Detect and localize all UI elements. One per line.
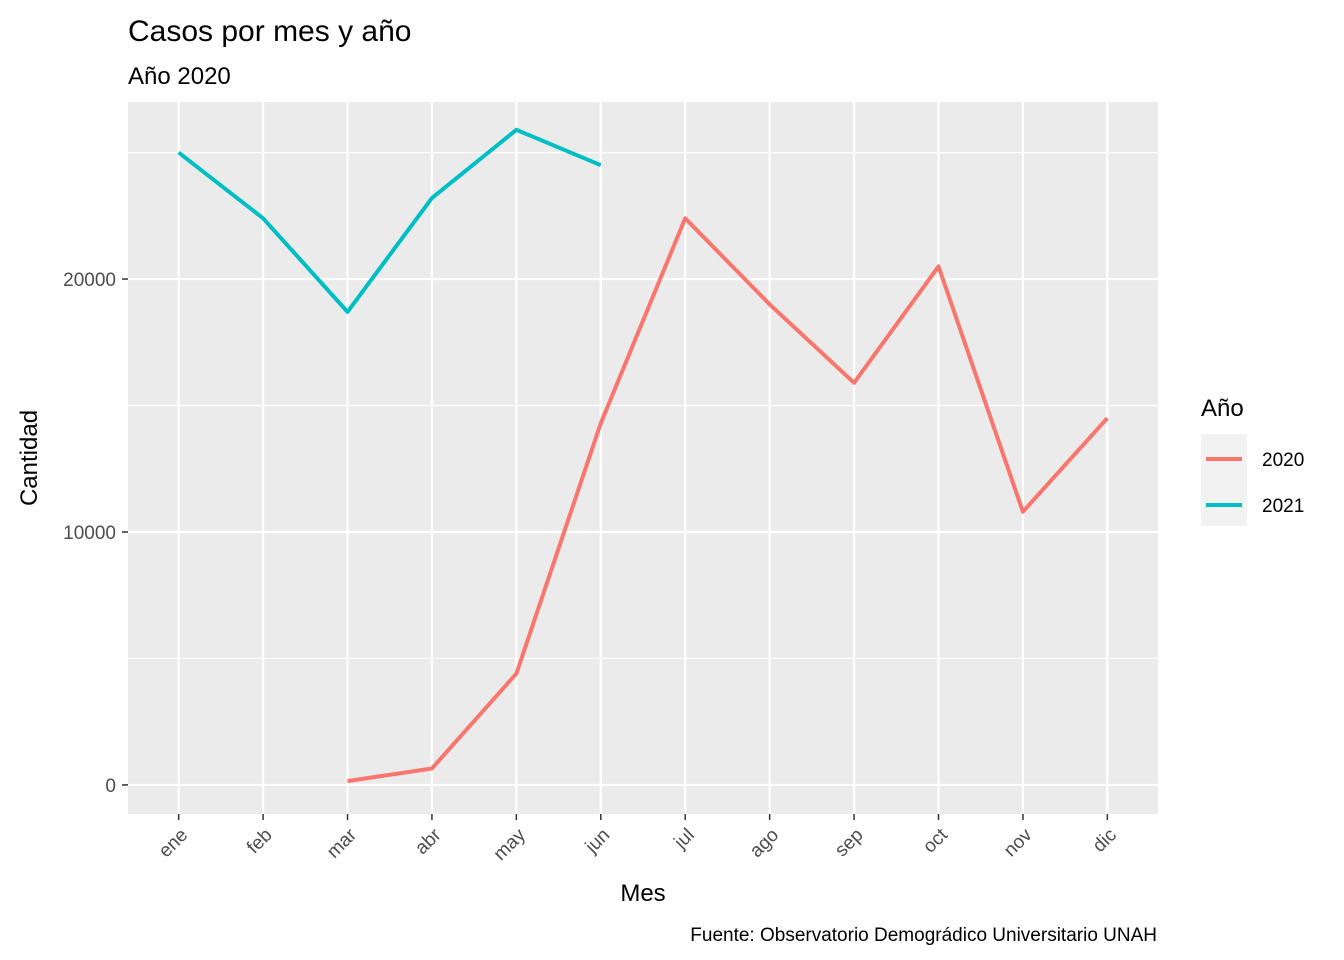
y-tick-label: 0 xyxy=(105,776,116,797)
y-axis-ticks: 0 10000 20000 xyxy=(63,270,128,797)
series-line-2020 xyxy=(347,216,1109,784)
x-tick-label-jul: jul xyxy=(670,825,699,854)
y-tick-label: 10000 xyxy=(63,523,116,544)
legend-title: Año xyxy=(1201,395,1244,422)
legend-label-2020: 2020 xyxy=(1262,450,1304,471)
x-tick-label-jun: jun xyxy=(581,825,614,858)
x-axis-title: Mes xyxy=(620,880,665,907)
x-tick-label-ene: ene xyxy=(155,825,192,862)
chart-title: Casos por mes y año xyxy=(128,15,411,48)
x-tick-label-ago: ago xyxy=(746,825,783,862)
y-tick-label: 20000 xyxy=(63,270,116,291)
legend: Año 2020 2021 xyxy=(1201,395,1304,526)
x-axis-ticks: ene feb mar abr may jun jul ago sep oct nov dic xyxy=(155,814,1121,865)
x-tick-label-feb: feb xyxy=(243,825,277,859)
x-tick-label-mar: mar xyxy=(323,824,361,862)
legend-key-background xyxy=(1201,434,1247,526)
y-axis-title: Cantidad xyxy=(16,410,43,506)
legend-label-2021: 2021 xyxy=(1262,496,1304,517)
x-tick-label-may: may xyxy=(490,824,531,865)
chart-caption: Fuente: Observatorio Demográdico Univers… xyxy=(690,925,1157,946)
x-tick-label-oct: oct xyxy=(919,824,952,857)
series-lines xyxy=(177,127,1109,784)
x-tick-label-dic: dic xyxy=(1089,825,1121,857)
x-tick-label-abr: abr xyxy=(411,824,446,859)
chart-subtitle: Año 2020 xyxy=(128,63,231,90)
x-tick-label-sep: sep xyxy=(831,825,868,862)
series-line-2021 xyxy=(177,127,602,314)
plot-panel xyxy=(128,102,1158,814)
x-tick-label-nov: nov xyxy=(1000,824,1037,861)
